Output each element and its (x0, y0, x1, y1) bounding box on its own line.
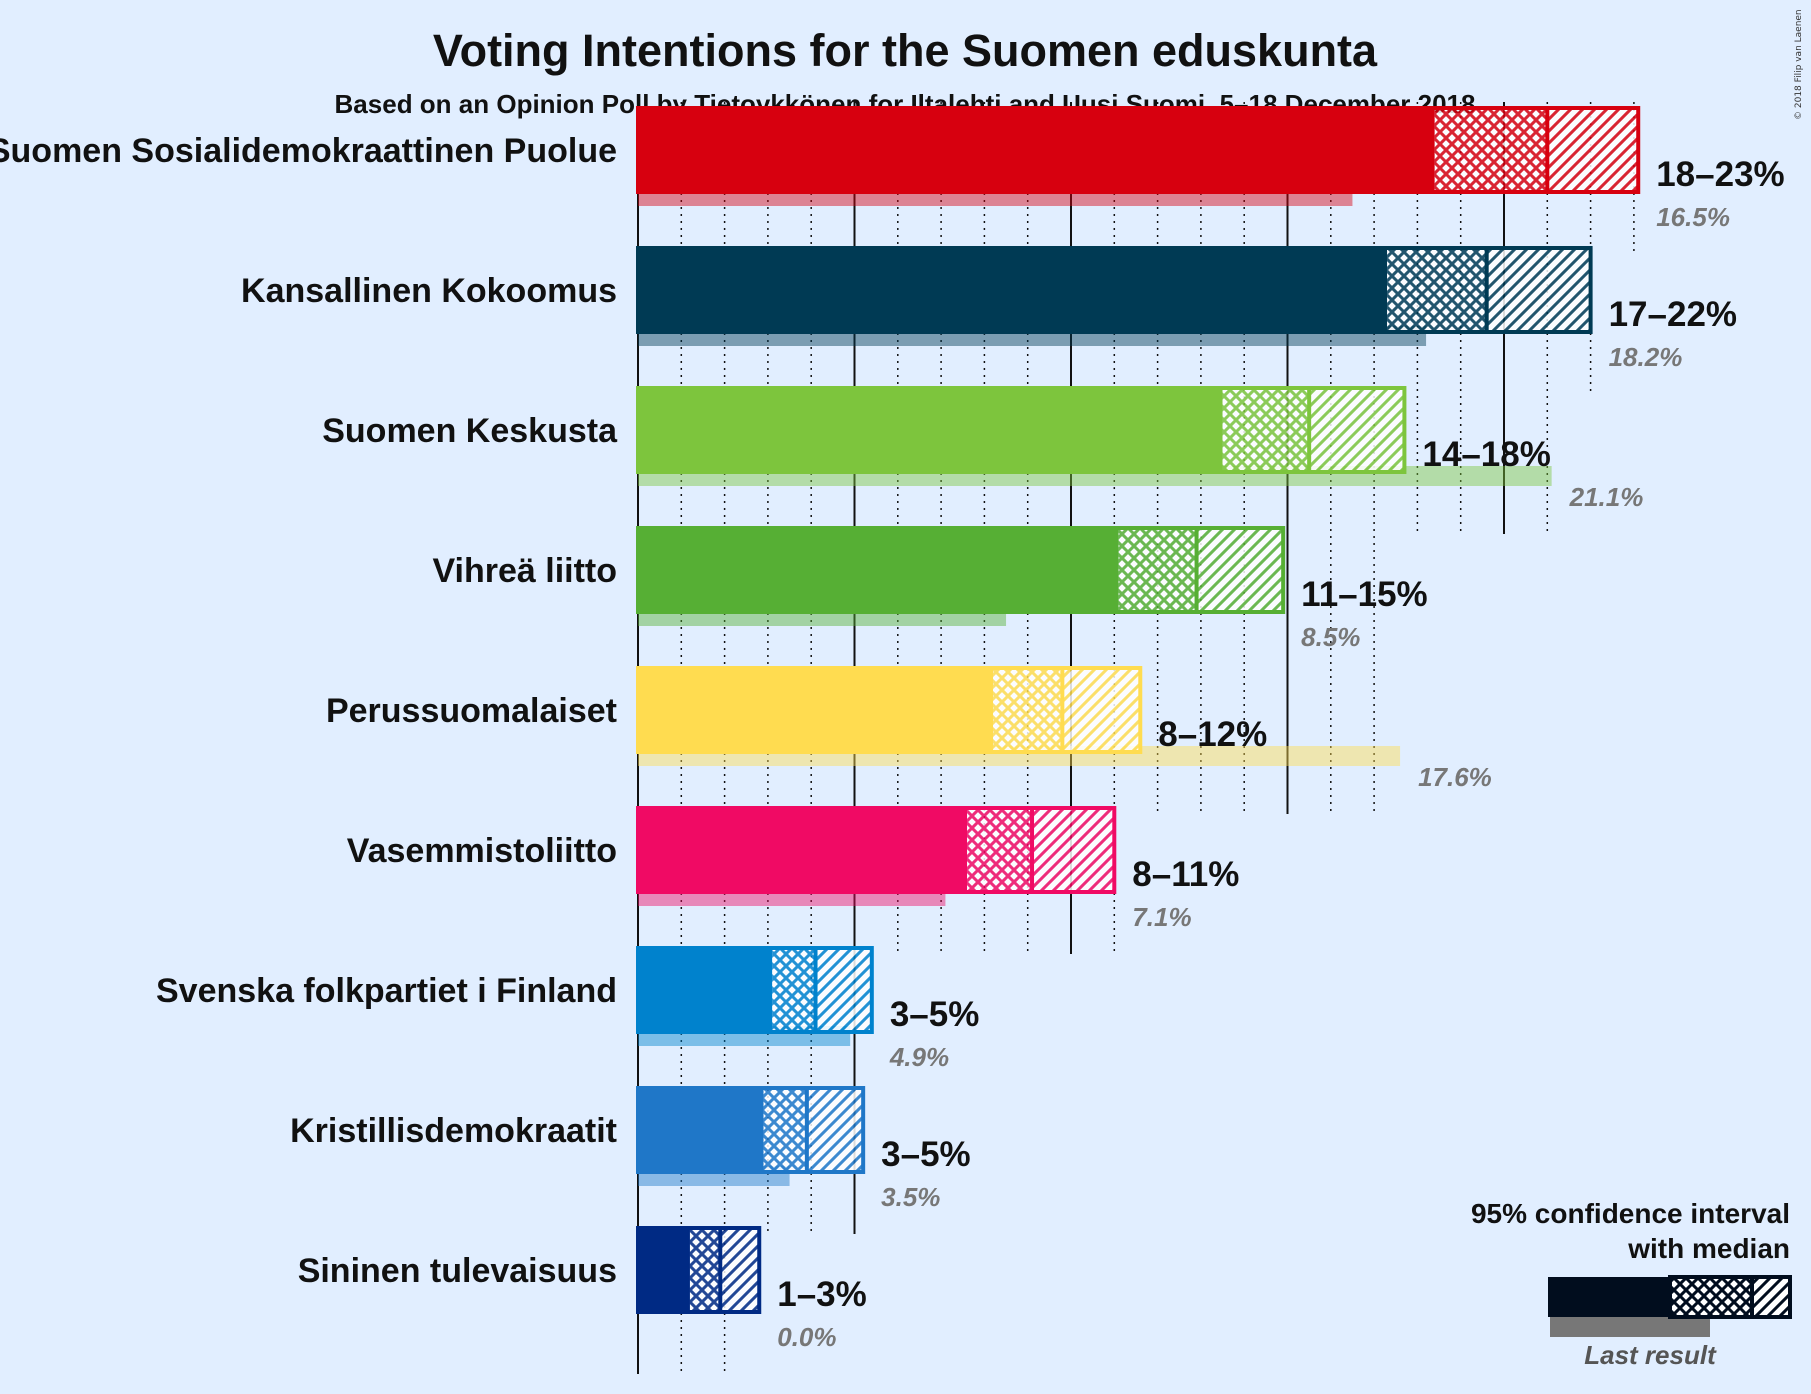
party-row: Suomen Keskusta 14–18% 21.1% (322, 386, 1644, 512)
ci-low-bar (638, 388, 1223, 472)
last-result-label: 3.5% (881, 1182, 940, 1212)
ci-low-bar (638, 528, 1119, 612)
ci-low-bar (638, 108, 1435, 192)
range-label: 11–15% (1301, 575, 1428, 614)
legend-ci80-swatch (1668, 1275, 1754, 1319)
legend-ci-line2: with median (1627, 1233, 1790, 1264)
bar-outline (636, 246, 1593, 334)
ci-crosshatch-bar (1387, 248, 1487, 332)
range-label: 18–23% (1656, 155, 1784, 194)
last-result-label: 17.6% (1418, 762, 1492, 792)
legend-last-result-label: Last result (1584, 1340, 1717, 1370)
ci-diagonal-bar (1486, 248, 1591, 332)
legend-ci95-swatch (1750, 1275, 1792, 1319)
party-row: Vihreä liitto 11–15% 8.5% (432, 526, 1428, 652)
last-result-label: 7.1% (1132, 902, 1191, 932)
ci-crosshatch-bar (967, 808, 1033, 892)
party-label: Sininen tulevaisuus (298, 1252, 617, 1290)
last-result-label: 16.5% (1656, 202, 1730, 232)
party-row: Svenska folkpartiet i Finland 3–5% 4.9% (156, 946, 980, 1072)
ci-diagonal-bar (1032, 808, 1115, 892)
party-label: Kansallinen Kokoomus (241, 272, 617, 310)
party-row: Vasemmistoliitto 8–11% 7.1% (347, 806, 1239, 932)
chart-title: Voting Intentions for the Suomen eduskun… (433, 25, 1378, 76)
party-label: Suomen Keskusta (322, 412, 618, 450)
bar-outline (636, 1226, 762, 1314)
copyright-notice: © 2018 Filip van Laenen (1794, 9, 1804, 120)
range-label: 3–5% (881, 1135, 971, 1174)
range-label: 1–3% (777, 1275, 867, 1314)
party-label: Svenska folkpartiet i Finland (156, 972, 617, 1010)
bar-outline (636, 806, 1117, 894)
range-label: 3–5% (890, 995, 980, 1034)
range-label: 17–22% (1609, 295, 1737, 334)
ci-crosshatch-bar (993, 668, 1063, 752)
ci-crosshatch-bar (1118, 528, 1197, 612)
legend-ci-line1: 95% confidence interval (1471, 1198, 1790, 1229)
party-label: Vihreä liitto (432, 552, 617, 590)
ci-low-bar (638, 1088, 764, 1172)
ci-diagonal-bar (1062, 668, 1141, 752)
last-result-label: 18.2% (1609, 342, 1683, 372)
bar-outline (636, 946, 874, 1034)
party-row: Perussuomalaiset 8–12% 17.6% (326, 666, 1492, 792)
ci-crosshatch-bar (763, 1088, 807, 1172)
ci-low-bar (638, 808, 968, 892)
party-row: Kansallinen Kokoomus 17–22% 18.2% (241, 246, 1737, 372)
party-label: Suomen Sosialidemokraattinen Puolue (0, 132, 617, 170)
ci-diagonal-bar (815, 948, 872, 1032)
last-result-label: 0.0% (777, 1322, 836, 1352)
ci-low-bar (638, 948, 773, 1032)
party-row: Sininen tulevaisuus 1–3% 0.0% (298, 1226, 867, 1352)
legend-low-swatch (1548, 1277, 1670, 1317)
range-label: 8–12% (1158, 715, 1267, 754)
party-label: Vasemmistoliitto (347, 832, 617, 870)
ci-crosshatch-bar (772, 948, 816, 1032)
ci-diagonal-bar (806, 1088, 864, 1172)
ci-low-bar (638, 1228, 690, 1312)
party-row: Kristillisdemokraatit 3–5% 3.5% (290, 1086, 971, 1212)
ci-crosshatch-bar (1222, 388, 1310, 472)
ci-diagonal-bar (720, 1228, 760, 1312)
range-label: 14–18% (1422, 435, 1550, 474)
ci-low-bar (638, 668, 994, 752)
party-label: Kristillisdemokraatit (290, 1112, 617, 1150)
bar-outline (636, 106, 1641, 194)
ci-diagonal-bar (1196, 528, 1284, 612)
bar-outline (636, 1086, 866, 1174)
last-result-label: 8.5% (1301, 622, 1360, 652)
party-label: Perussuomalaiset (326, 692, 617, 730)
bar-outline (636, 386, 1407, 474)
ci-diagonal-bar (1547, 108, 1639, 192)
ci-low-bar (638, 248, 1388, 332)
ci-crosshatch-bar (689, 1228, 721, 1312)
bar-outline (636, 526, 1286, 614)
last-result-label: 21.1% (1569, 482, 1644, 512)
range-label: 8–11% (1132, 855, 1239, 894)
ci-crosshatch-bar (1434, 108, 1548, 192)
legend: 95% confidence interval with median Last… (1471, 1198, 1792, 1370)
party-row: Suomen Sosialidemokraattinen Puolue 18–23… (0, 106, 1785, 232)
bars-group: Suomen Sosialidemokraattinen Puolue 18–23… (0, 106, 1785, 1352)
bar-outline (636, 666, 1143, 754)
last-result-label: 4.9% (889, 1042, 949, 1072)
ci-diagonal-bar (1309, 388, 1405, 472)
